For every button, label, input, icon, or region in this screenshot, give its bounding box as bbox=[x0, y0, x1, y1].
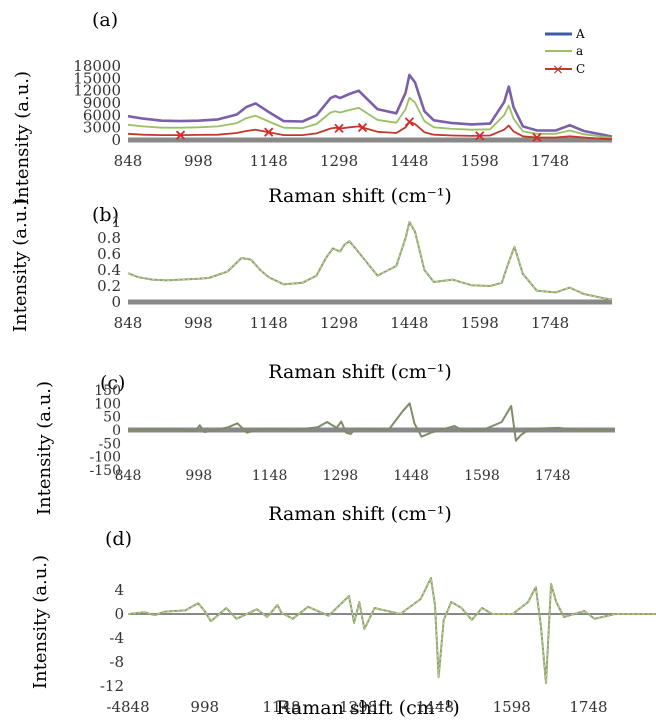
series-line bbox=[127, 121, 613, 141]
x-tick-label: 998 bbox=[185, 468, 212, 484]
panel-a-y-axis-label: Intensity (a.u.) bbox=[12, 71, 33, 205]
x-tick-label: 848 bbox=[114, 152, 143, 170]
y-tick-label: -12 bbox=[100, 677, 124, 695]
y-tick-label: 0 bbox=[111, 131, 121, 149]
y-tick-label: -100 bbox=[90, 450, 121, 466]
x-tick-label: 1148 bbox=[250, 314, 288, 332]
legend-a-marker-C: × bbox=[552, 62, 564, 78]
x-tick-label: 1448 bbox=[416, 698, 454, 716]
y-tick-label: 0 bbox=[114, 605, 124, 623]
series-marker bbox=[175, 130, 186, 140]
x-tick-label: 1598 bbox=[461, 152, 499, 170]
series-line bbox=[127, 221, 613, 301]
panel-c-label: (c) bbox=[100, 372, 125, 394]
x-tick-label: 848 bbox=[114, 314, 143, 332]
y-tick-label: 15000 bbox=[73, 69, 121, 87]
panel-d-label: (d) bbox=[105, 528, 132, 550]
y-tick-label: 12000 bbox=[73, 82, 121, 100]
series-line bbox=[127, 73, 613, 138]
x-tick-label: 1148 bbox=[252, 468, 288, 484]
x-tick-label: 1148 bbox=[262, 698, 300, 716]
x-tick-label: 1748 bbox=[569, 698, 607, 716]
panel-d-chart: (d) Intensity (a.u.) Raman shift (cm⁻¹) … bbox=[30, 528, 656, 719]
x-tick-label: 848 bbox=[115, 468, 142, 484]
y-tick-label: 150 bbox=[94, 383, 121, 399]
x-tick-label: 1298 bbox=[323, 468, 359, 484]
x-tick-label: 1298 bbox=[320, 314, 358, 332]
y-tick-label: 0 bbox=[111, 293, 121, 311]
x-tick-label: 1748 bbox=[531, 314, 569, 332]
series-marker bbox=[475, 131, 485, 141]
panel-a-x-axis-label: Raman shift (cm⁻¹) bbox=[268, 185, 452, 207]
x-tick-label: 1448 bbox=[390, 314, 428, 332]
y-tick-label: 4 bbox=[114, 581, 124, 599]
x-tick-label: 1748 bbox=[531, 152, 569, 170]
y-tick-label: 1 bbox=[111, 213, 121, 231]
y-tick-label: -150 bbox=[90, 463, 121, 479]
panel-a-label: (a) bbox=[92, 9, 118, 31]
y-tick-label: 100 bbox=[94, 396, 121, 412]
legend-a-label-a: a bbox=[576, 44, 583, 58]
y-tick-label: 50 bbox=[103, 410, 121, 426]
panel-b-chart: (b) Intensity (a.u.) Raman shift (cm⁻¹) … bbox=[10, 198, 613, 383]
y-tick-label: -8 bbox=[109, 653, 124, 671]
y-tick-label: 0.8 bbox=[97, 229, 121, 247]
series-marker bbox=[404, 117, 415, 127]
panel-d-y-axis-label: Intensity (a.u.) bbox=[30, 555, 51, 689]
panel-d-x-axis-label: Raman shift (cm⁻¹) bbox=[276, 697, 460, 719]
x-tick-label: 1598 bbox=[493, 698, 531, 716]
panel-c-y-axis-label: Intensity (a.u.) bbox=[34, 381, 55, 515]
x-tick-label: 1298 bbox=[339, 698, 377, 716]
series-line-overlay bbox=[127, 576, 656, 684]
x-tick-label: 998 bbox=[190, 698, 219, 716]
y-tick-label: -50 bbox=[98, 436, 121, 452]
x-tick-label: 1598 bbox=[461, 314, 499, 332]
panel-b-x-axis-label: Raman shift (cm⁻¹) bbox=[268, 361, 452, 383]
series-marker bbox=[532, 132, 542, 143]
series-marker bbox=[334, 123, 344, 133]
panel-b-label: (b) bbox=[92, 204, 119, 226]
panel-a-chart: (a) Intensity (a.u.) Raman shift (cm⁻¹) … bbox=[12, 9, 613, 207]
panel-c-x-axis-label: Raman shift (cm⁻¹) bbox=[268, 503, 452, 525]
x-tick-label: 998 bbox=[184, 314, 213, 332]
x-tick-label: 1298 bbox=[320, 152, 358, 170]
y-tick-label: 0 bbox=[112, 423, 121, 439]
series-marker bbox=[264, 127, 274, 137]
y-tick-label: 9000 bbox=[83, 94, 121, 112]
legend-a-label-C: C bbox=[576, 62, 585, 76]
x-tick-label: 1148 bbox=[250, 152, 288, 170]
legend-a-label-A: A bbox=[575, 27, 585, 41]
series-line bbox=[127, 96, 613, 139]
panel-b-y-axis-label: Intensity (a.u.) bbox=[10, 198, 31, 332]
y-tick-label: 0.2 bbox=[97, 277, 121, 295]
series-line-overlay bbox=[127, 220, 613, 301]
x-tick-label: 1748 bbox=[535, 468, 571, 484]
y-tick-label: 0.4 bbox=[97, 261, 121, 279]
panel-c-chart: (c) Intensity (a.u.) Raman shift (cm⁻¹) … bbox=[34, 372, 615, 525]
panel-a-legend: A a × C bbox=[545, 27, 585, 78]
series-line bbox=[127, 402, 615, 442]
x-tick-label: 1448 bbox=[393, 468, 429, 484]
x-tick-label: 1448 bbox=[390, 152, 428, 170]
x-tick-label: 998 bbox=[184, 152, 213, 170]
x-tick-label: -4848 bbox=[106, 698, 149, 716]
y-tick-label: 18000 bbox=[73, 57, 121, 75]
y-tick-label: -4 bbox=[109, 629, 124, 647]
series-line bbox=[127, 577, 656, 684]
y-tick-label: 3000 bbox=[83, 119, 121, 137]
y-tick-label: 6000 bbox=[83, 106, 121, 124]
series-marker bbox=[357, 122, 368, 133]
x-tick-label: 1598 bbox=[464, 468, 500, 484]
y-tick-label: 0.6 bbox=[97, 245, 121, 263]
